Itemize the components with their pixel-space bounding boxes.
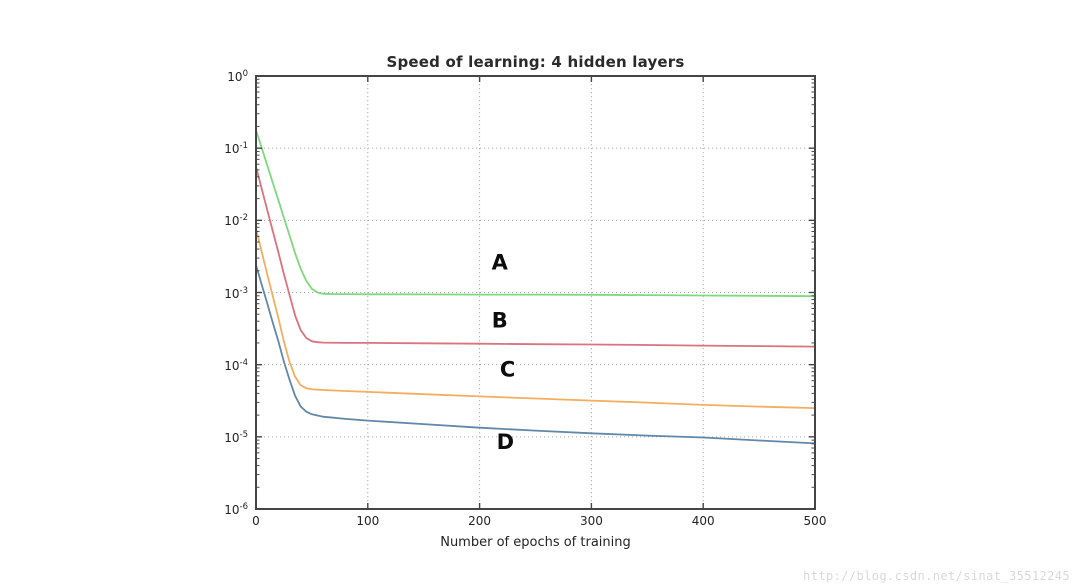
y-tick-label: 10-2 — [224, 213, 248, 229]
series-line-B — [255, 165, 816, 348]
y-tick-label: 10-6 — [224, 502, 248, 517]
x-tick-label: 400 — [691, 514, 715, 528]
y-tick-label: 10-3 — [224, 285, 248, 301]
y-tick-label: 10-4 — [224, 357, 248, 373]
series-label-D: D — [497, 430, 514, 454]
x-tick-label: 300 — [579, 514, 603, 528]
watermark-text: http://blog.csdn.net/sinat_35512245 — [803, 569, 1070, 583]
series-label-B: B — [492, 308, 508, 332]
series-line-C — [255, 227, 816, 410]
x-tick-label: 0 — [252, 514, 260, 528]
x-tick-label: 100 — [356, 514, 380, 528]
series-line-D — [255, 264, 816, 445]
series-line-A — [255, 129, 816, 298]
x-tick-label: 200 — [468, 514, 492, 528]
x-tick-label: 500 — [803, 514, 827, 528]
chart-title: Speed of learning: 4 hidden layers — [386, 53, 685, 71]
y-tick-label: 100 — [227, 69, 248, 84]
y-tick-label: 10-5 — [224, 429, 248, 445]
y-tick-label: 10-1 — [224, 141, 248, 157]
x-axis-label: Number of epochs of training — [440, 535, 631, 550]
series-label-A: A — [492, 251, 509, 275]
series-label-C: C — [500, 357, 515, 381]
plot-frame — [255, 75, 816, 510]
